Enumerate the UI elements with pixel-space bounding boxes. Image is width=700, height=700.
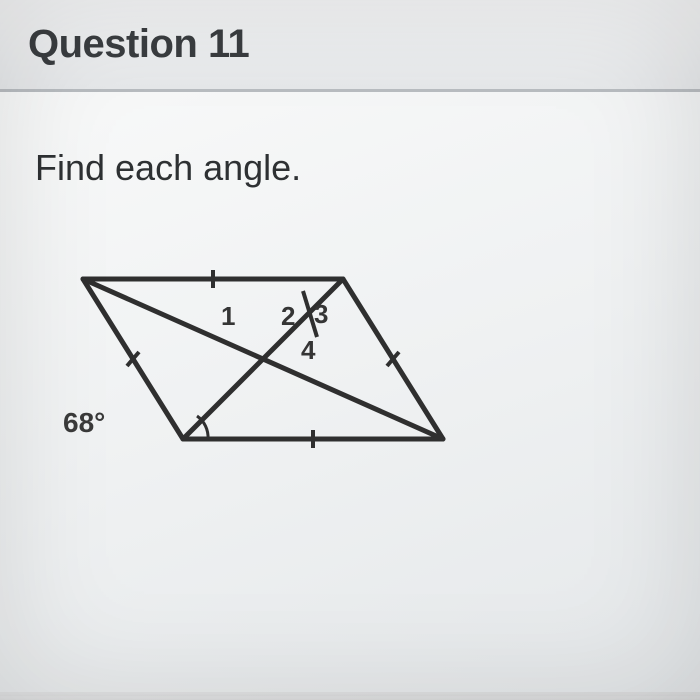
question-number-title: Question 11	[28, 22, 672, 67]
question-content: Find each angle. 1 2 3 4 68°	[0, 92, 700, 692]
given-angle-label: 68°	[63, 407, 105, 439]
geometry-diagram: 1 2 3 4 68°	[43, 249, 463, 489]
question-header: Question 11	[0, 0, 700, 92]
angle-label-4: 4	[301, 335, 315, 366]
angle-label-1: 1	[221, 301, 235, 332]
rhombus-svg	[43, 249, 463, 489]
angle-arc-68	[197, 416, 208, 439]
instruction-text: Find each angle.	[35, 147, 665, 189]
angle-label-2: 2	[281, 301, 295, 332]
angle-label-3: 3	[314, 299, 328, 330]
